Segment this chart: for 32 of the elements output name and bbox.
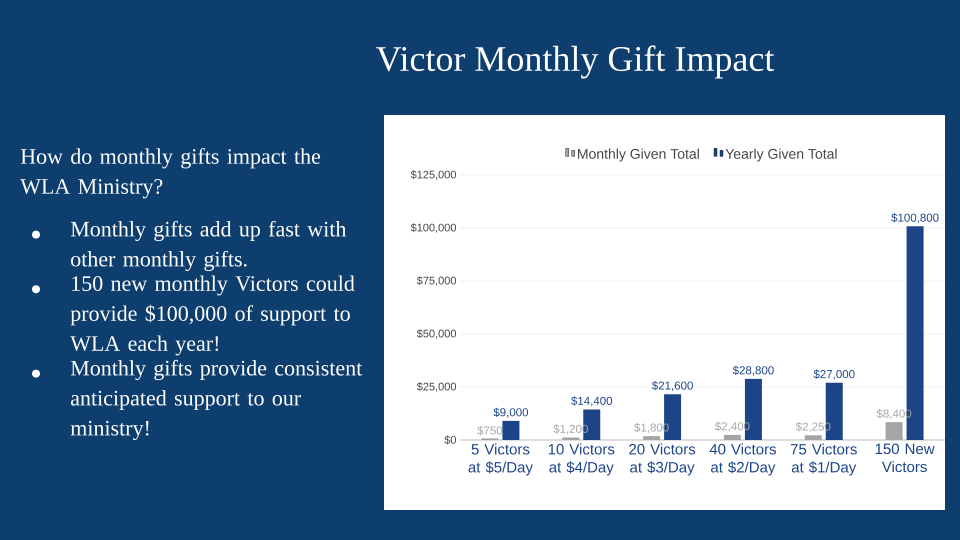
bar [643, 436, 660, 440]
legend-label: Monthly Given Total [578, 148, 699, 162]
x-tick-label: 5 Victors at $5/Day [468, 444, 533, 476]
chart-title: Victor Monthly Gift Impact [376, 45, 774, 79]
data-label: $27,000 [814, 370, 855, 380]
data-label: $14,400 [571, 396, 612, 406]
x-tick-label: 10 Victors at $4/Day [548, 444, 614, 476]
y-tick-label: $100,000 [410, 223, 456, 233]
bar [724, 434, 741, 440]
data-label: $28,800 [732, 366, 774, 376]
bar [562, 437, 580, 440]
data-label: $21,600 [652, 381, 693, 391]
y-tick-label: $25,000 [416, 382, 456, 392]
bar [502, 420, 520, 440]
legend-label: Yearly Given Total [726, 148, 837, 162]
bar [886, 422, 903, 440]
text: Monthly gifts add up fast with other monthly gifts. [70, 220, 346, 272]
data-label: $9,000 [493, 408, 528, 418]
y-tick-label: $0 [444, 436, 456, 444]
y-tick-label: $125,000 [410, 170, 456, 180]
x-tick-label: 40 Victors at $2/Day [710, 444, 776, 476]
bar [804, 435, 822, 440]
data-label: $750 [477, 426, 502, 436]
x-tick-label: 20 Victors at $3/Day [629, 444, 696, 476]
data-label: $100,800 [891, 213, 939, 224]
text: How do monthly gifts impact the WLA Ministry? [20, 148, 320, 198]
y-tick-label: $50,000 [416, 329, 456, 339]
x-tick-label: 75 Victors at $1/Day [790, 444, 857, 476]
text: 150 new monthly Victors could provide $100,000 of support to WLA each year! [70, 275, 355, 356]
x-tick-label: 150 New Victors [876, 444, 935, 472]
text: Monthly gifts provide consistent anticipated support to our ministry! [70, 360, 362, 440]
y-tick-label: $75,000 [416, 276, 456, 286]
